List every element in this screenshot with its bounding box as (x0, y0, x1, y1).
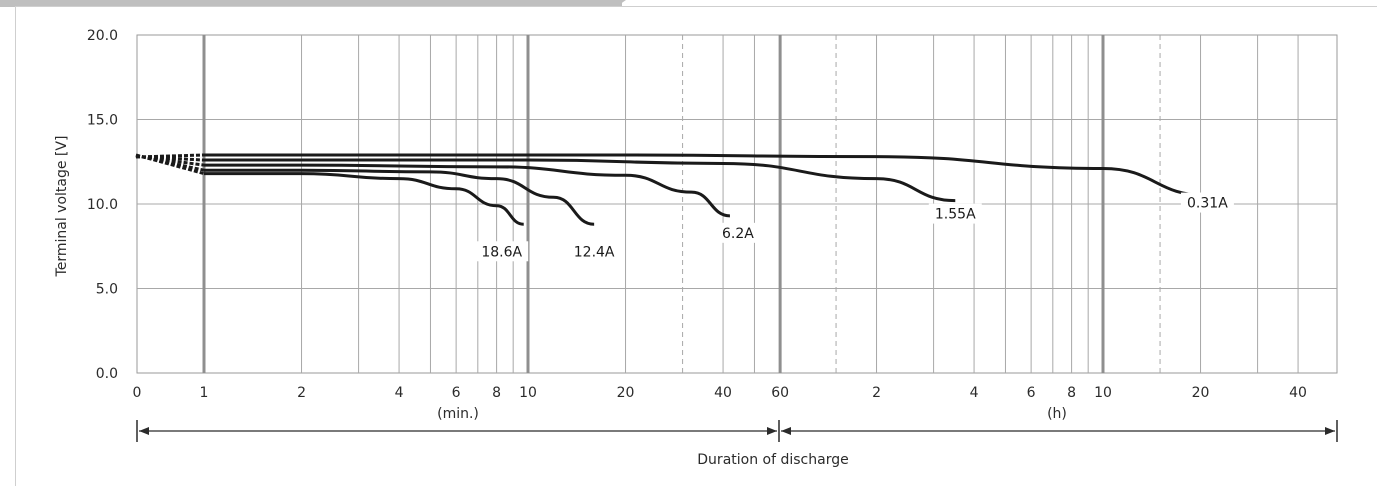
x-unit-h-label: (h) (1047, 406, 1067, 422)
arrow-head (1325, 427, 1335, 435)
curve-1-55a (203, 158, 956, 203)
x-tick-labels: 0 1 2 4 6 8 10 20 40 60 2 4 6 8 10 20 40 (133, 385, 1307, 401)
duration-arrows (136, 420, 1338, 442)
x-tick-label: 2 (297, 385, 306, 401)
x-tick-label: 4 (395, 385, 404, 401)
x-tick-label: 6 (452, 385, 461, 401)
curve-leadin (135, 153, 205, 159)
x-tick-label: 4 (970, 385, 979, 401)
y-tick-label: 15.0 (87, 113, 118, 129)
x-axis-label: Duration of discharge (697, 452, 848, 468)
top-tab-bar (0, 0, 622, 7)
x-tick-label: 20 (1192, 385, 1210, 401)
x-tick-label: 20 (617, 385, 635, 401)
curve-label-bg (567, 241, 621, 262)
curve-label-bg (715, 222, 760, 243)
curve-0-31a (204, 153, 1208, 198)
x-tick-label: 8 (492, 385, 501, 401)
x-tick-label: 40 (1289, 385, 1307, 401)
x-tick-label: 0 (133, 385, 142, 401)
x-tick-label: 40 (714, 385, 732, 401)
curve-6-2a (203, 163, 731, 218)
curve-label-bg (475, 241, 529, 262)
curve-leadin (135, 154, 205, 162)
curve-label: 6.2A (722, 226, 754, 242)
x-tick-label: 8 (1067, 385, 1076, 401)
curve-leadin (135, 153, 205, 176)
curve-leadin (135, 154, 205, 172)
y-tick-labels: 0.0 5.0 10.0 15.0 20.0 (87, 28, 118, 382)
curve-label: 18.6A (481, 244, 522, 260)
curve-12-4a (204, 168, 595, 226)
y-axis-label: Terminal voltage [V] (54, 136, 70, 278)
curve-labels: 18.6A 12.4A 6.2A 1.55A 0.31A (475, 192, 1234, 262)
curve-label: 12.4A (574, 244, 615, 260)
curve-label: 0.31A (1187, 196, 1228, 212)
curve-label-bg (928, 203, 982, 224)
x-unit-min-label: (min.) (437, 406, 479, 422)
curve-leadin (135, 154, 205, 167)
x-tick-label: 2 (872, 385, 881, 401)
curve-label-bg (1180, 192, 1234, 213)
x-tick-label: 6 (1027, 385, 1036, 401)
arrow-head (767, 427, 777, 435)
grid (136, 34, 1338, 374)
top-tab-bar-notch (616, 0, 626, 7)
y-tick-label: 5.0 (96, 282, 118, 298)
curve-label: 1.55A (935, 207, 976, 223)
x-tick-label: 60 (771, 385, 789, 401)
y-tick-label: 10.0 (87, 197, 118, 213)
x-tick-label: 1 (200, 385, 209, 401)
x-tick-label: 10 (1094, 385, 1112, 401)
y-tick-label: 20.0 (87, 28, 118, 44)
y-tick-label: 0.0 (96, 366, 118, 382)
curve-18-6a (204, 172, 524, 226)
arrow-head (781, 427, 791, 435)
x-tick-label: 10 (519, 385, 537, 401)
arrow-head (139, 427, 149, 435)
curves (135, 153, 1208, 226)
chart-panel (15, 6, 1377, 486)
